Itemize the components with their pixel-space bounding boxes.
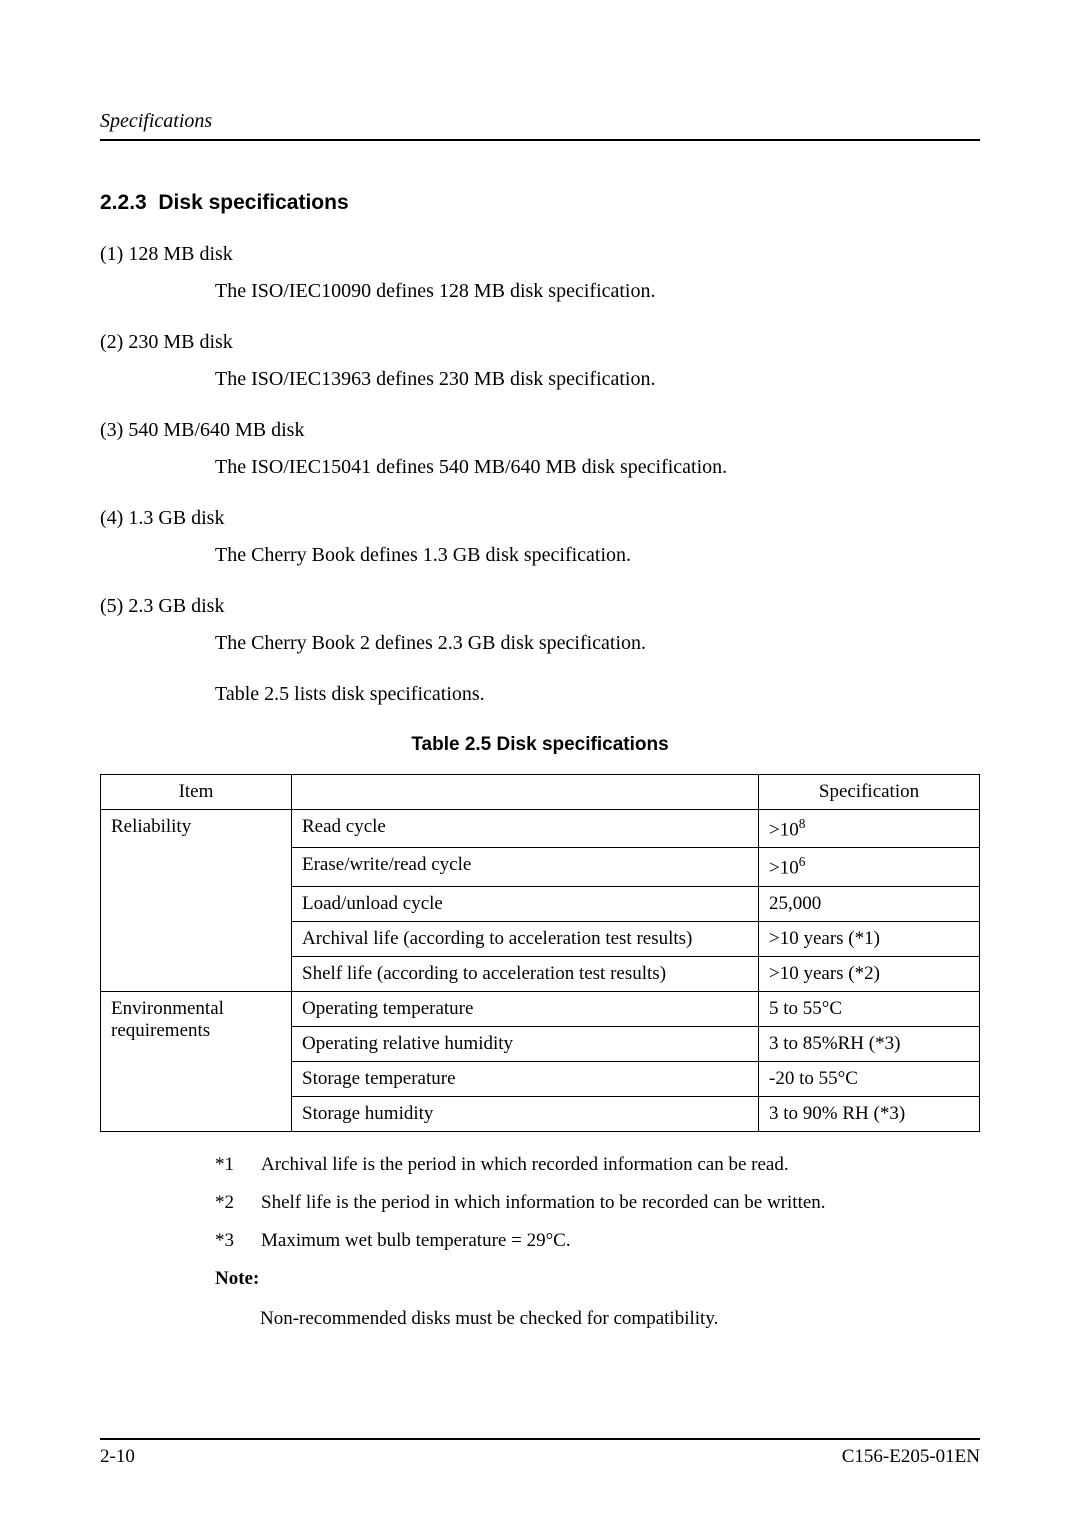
footnote: *3Maximum wet bulb temperature = 29°C. [215,1230,980,1252]
footnote-text: Shelf life is the period in which inform… [261,1192,826,1214]
row-group-label: Reliability [101,810,292,992]
running-header: Specifications [100,110,980,133]
footnote-text: Maximum wet bulb temperature = 29°C. [261,1230,571,1252]
row-specification: >10 years (*1) [759,921,980,956]
row-description: Read cycle [292,810,759,848]
table-caption: Table 2.5 Disk specifications [100,734,980,756]
lead-paragraph: Table 2.5 lists disk specifications. [100,683,980,706]
row-description: Storage temperature [292,1061,759,1096]
footnotes: *1Archival life is the period in which r… [100,1154,980,1252]
header-rule [100,139,980,141]
row-specification: 5 to 55°C [759,991,980,1026]
section-title: Disk specifications [158,191,348,214]
row-description: Shelf life (according to acceleration te… [292,956,759,991]
item-description: The Cherry Book 2 defines 2.3 GB disk sp… [100,632,980,655]
table-row: Environmental requirementsOperating temp… [101,991,980,1026]
row-description: Storage humidity [292,1096,759,1131]
footnote-text: Archival life is the period in which rec… [261,1154,789,1176]
footer-doc-id: C156-E205-01EN [842,1446,980,1468]
item-description: The ISO/IEC13963 defines 230 MB disk spe… [100,368,980,391]
table-row: ReliabilityRead cycle>108 [101,810,980,848]
item-description: The ISO/IEC15041 defines 540 MB/640 MB d… [100,456,980,479]
note-label: Note: [100,1268,980,1290]
item-description: The ISO/IEC10090 defines 128 MB disk spe… [100,280,980,303]
section-heading: 2.2.3 Disk specifications [100,191,980,215]
row-specification: >10 years (*2) [759,956,980,991]
row-description: Erase/write/read cycle [292,848,759,886]
row-specification: -20 to 55°C [759,1061,980,1096]
note-text: Non-recommended disks must be checked fo… [100,1308,980,1330]
item-label: (5) 2.3 GB disk [100,595,980,618]
col-header-item: Item [101,775,292,810]
row-description: Archival life (according to acceleration… [292,921,759,956]
row-specification: 3 to 90% RH (*3) [759,1096,980,1131]
footer-page-number: 2-10 [100,1446,135,1468]
row-specification: 25,000 [759,886,980,921]
row-description: Operating relative humidity [292,1026,759,1061]
item-description: The Cherry Book defines 1.3 GB disk spec… [100,544,980,567]
col-header-spec: Specification [759,775,980,810]
item-label: (4) 1.3 GB disk [100,507,980,530]
spec-table: Item Specification ReliabilityRead cycle… [100,774,980,1132]
row-description: Operating temperature [292,991,759,1026]
footnote: *2Shelf life is the period in which info… [215,1192,980,1214]
page-footer: 2-10 C156-E205-01EN [100,1438,980,1468]
item-label: (2) 230 MB disk [100,331,980,354]
footnote-label: *1 [215,1154,261,1176]
col-header-desc [292,775,759,810]
table-header-row: Item Specification [101,775,980,810]
row-description: Load/unload cycle [292,886,759,921]
row-specification: >108 [759,810,980,848]
footnote-label: *2 [215,1192,261,1214]
item-label: (1) 128 MB disk [100,243,980,266]
row-specification: 3 to 85%RH (*3) [759,1026,980,1061]
row-group-label: Environmental requirements [101,991,292,1131]
section-number: 2.2.3 [100,191,147,214]
footnote-label: *3 [215,1230,261,1252]
item-label: (3) 540 MB/640 MB disk [100,419,980,442]
footer-rule [100,1438,980,1440]
row-specification: >106 [759,848,980,886]
footnote: *1Archival life is the period in which r… [215,1154,980,1176]
